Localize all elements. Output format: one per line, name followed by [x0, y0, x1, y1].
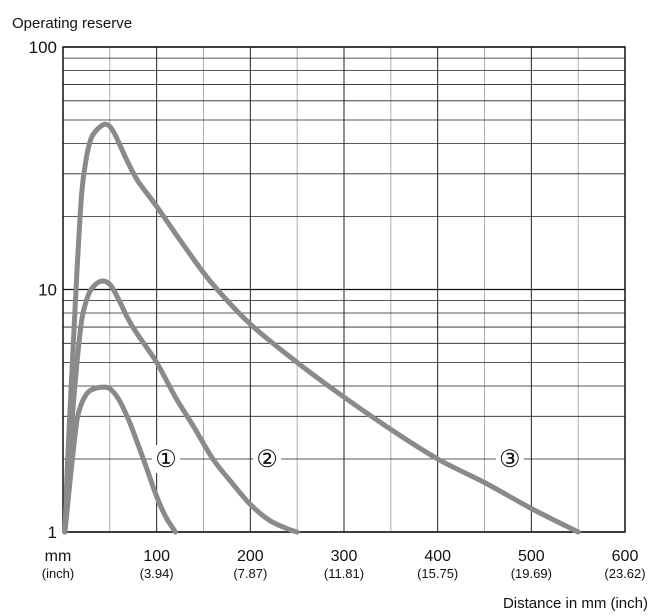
chart-grid: [62, 46, 626, 533]
x-tick-label: 400: [424, 548, 451, 565]
x-tick-sublabel: (19.69): [511, 566, 552, 581]
chart-labels: 110100100(3.94)200(7.87)300(11.81)400(15…: [29, 38, 646, 581]
x-tick-label: 200: [237, 548, 264, 565]
series-marker-3: ③: [499, 446, 521, 473]
series-line-2: [62, 278, 300, 535]
x-tick-label: 500: [518, 548, 545, 565]
x-axis-title: Distance in mm (inch): [503, 595, 648, 612]
chart-series: ① ② ③: [62, 121, 581, 535]
plot-frame: [62, 46, 626, 533]
series-marker-bg-2: [253, 445, 282, 474]
series-marker-2: ②: [256, 446, 278, 473]
x-tick-sublabel: (23.62): [604, 566, 645, 581]
x-tick-sublabel: (3.94): [140, 566, 174, 581]
x-tick-label: 100: [143, 548, 170, 565]
x-tick-sublabel: (11.81): [324, 566, 364, 581]
x-tick-sublabel: (7.87): [233, 566, 267, 581]
series-line-3: [62, 121, 581, 535]
x-unit-label: mm: [45, 548, 72, 565]
series-marker-bg-3: [495, 445, 524, 474]
series-line-1: [62, 384, 178, 535]
y-tick-label: 100: [29, 38, 57, 57]
series-marker-1: ①: [155, 446, 177, 473]
y-axis-title: Operating reserve: [12, 15, 132, 32]
x-tick-label: 600: [612, 548, 639, 565]
y-tick-label: 1: [48, 523, 57, 542]
x-tick-label: 300: [331, 548, 358, 565]
y-tick-label: 10: [38, 281, 57, 300]
x-unit-label-secondary: (inch): [42, 566, 75, 581]
x-tick-sublabel: (15.75): [417, 566, 458, 581]
series-marker-bg-1: [152, 445, 181, 474]
